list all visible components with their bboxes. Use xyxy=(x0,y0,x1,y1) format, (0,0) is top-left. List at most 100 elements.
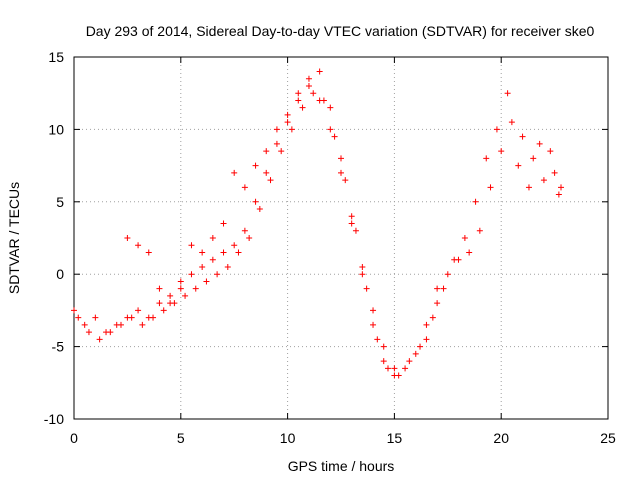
data-point xyxy=(338,155,344,162)
grid xyxy=(74,57,608,419)
data-point xyxy=(370,307,377,314)
data-point xyxy=(406,358,413,365)
data-point xyxy=(440,285,447,292)
data-point xyxy=(536,140,543,147)
data-point xyxy=(540,177,547,184)
data-point xyxy=(338,169,344,176)
data-point xyxy=(81,321,88,328)
data-point xyxy=(273,126,280,133)
data-point xyxy=(107,329,114,336)
data-point xyxy=(284,111,291,118)
data-point xyxy=(331,133,338,140)
data-point xyxy=(461,235,468,241)
data-point xyxy=(370,321,377,328)
y-tick-label: 0 xyxy=(56,266,64,282)
data-point xyxy=(224,263,231,270)
data-point xyxy=(444,271,451,278)
data-point xyxy=(504,90,511,97)
data-point xyxy=(451,256,458,263)
data-point xyxy=(547,148,554,155)
data-point xyxy=(156,300,163,307)
data-point xyxy=(273,140,280,147)
data-point xyxy=(316,97,323,104)
data-point xyxy=(551,169,558,176)
data-point xyxy=(167,300,174,307)
data-point xyxy=(235,249,242,256)
data-point xyxy=(530,155,537,162)
data-points xyxy=(71,68,565,379)
data-point xyxy=(139,321,146,328)
data-point xyxy=(519,133,526,140)
data-point xyxy=(145,249,152,256)
data-point xyxy=(305,75,312,82)
data-point xyxy=(135,242,142,249)
series-track-e xyxy=(429,90,562,321)
data-point xyxy=(429,314,436,321)
series-track-d xyxy=(423,119,565,343)
data-point xyxy=(177,278,184,285)
data-point xyxy=(75,314,82,321)
data-point xyxy=(150,314,157,321)
data-point xyxy=(214,271,221,278)
data-point xyxy=(220,249,227,256)
series-track-b xyxy=(75,90,424,379)
data-point xyxy=(423,321,430,328)
x-tick-label: 25 xyxy=(600,430,616,446)
data-point xyxy=(493,126,500,133)
data-point xyxy=(263,148,270,155)
data-point xyxy=(85,329,92,336)
x-tick-label: 10 xyxy=(280,430,296,446)
x-axis-label: GPS time / hours xyxy=(288,458,395,474)
data-point xyxy=(295,97,302,104)
data-point xyxy=(220,220,227,227)
data-point xyxy=(476,227,483,234)
x-tick-label: 15 xyxy=(387,430,403,446)
data-point xyxy=(199,249,206,256)
data-point xyxy=(199,263,206,270)
y-axis-label: SDTVAR / TECUs xyxy=(6,182,22,294)
data-point xyxy=(380,358,387,365)
data-point xyxy=(395,372,402,379)
data-point xyxy=(348,220,355,227)
data-point xyxy=(267,177,274,184)
data-point xyxy=(558,184,565,191)
data-point xyxy=(241,227,248,234)
data-point xyxy=(348,213,355,220)
data-point xyxy=(434,300,441,307)
data-point xyxy=(352,227,359,234)
y-tick-label: 5 xyxy=(56,194,64,210)
data-point xyxy=(177,285,184,292)
plot-frame xyxy=(73,56,609,420)
data-point xyxy=(359,263,366,270)
x-tick-label: 5 xyxy=(177,430,185,446)
data-point xyxy=(167,292,174,299)
y-tick-label: -10 xyxy=(44,411,64,427)
data-point xyxy=(231,242,238,249)
data-point xyxy=(124,235,131,241)
x-tick-label: 0 xyxy=(70,430,78,446)
data-point xyxy=(380,343,387,350)
data-point xyxy=(384,365,391,372)
data-point xyxy=(209,235,216,241)
data-point xyxy=(288,126,295,133)
data-point xyxy=(342,177,349,184)
y-tick-label: 15 xyxy=(48,49,64,65)
data-point xyxy=(284,119,291,126)
data-point xyxy=(188,242,195,249)
data-point xyxy=(256,206,263,213)
data-point xyxy=(472,198,479,205)
data-point xyxy=(252,198,259,205)
data-point xyxy=(525,184,532,191)
data-point xyxy=(246,235,253,241)
data-point xyxy=(316,68,323,75)
data-point xyxy=(555,191,562,198)
data-point xyxy=(483,155,490,162)
data-point xyxy=(71,307,77,314)
data-point xyxy=(498,148,505,155)
axis-ticks: 0 5 10 15 20 25 -10 -5 0 5 10 15 xyxy=(44,49,616,446)
data-point xyxy=(487,184,494,191)
data-point xyxy=(92,314,99,321)
data-point xyxy=(412,350,419,357)
data-point xyxy=(263,169,270,176)
